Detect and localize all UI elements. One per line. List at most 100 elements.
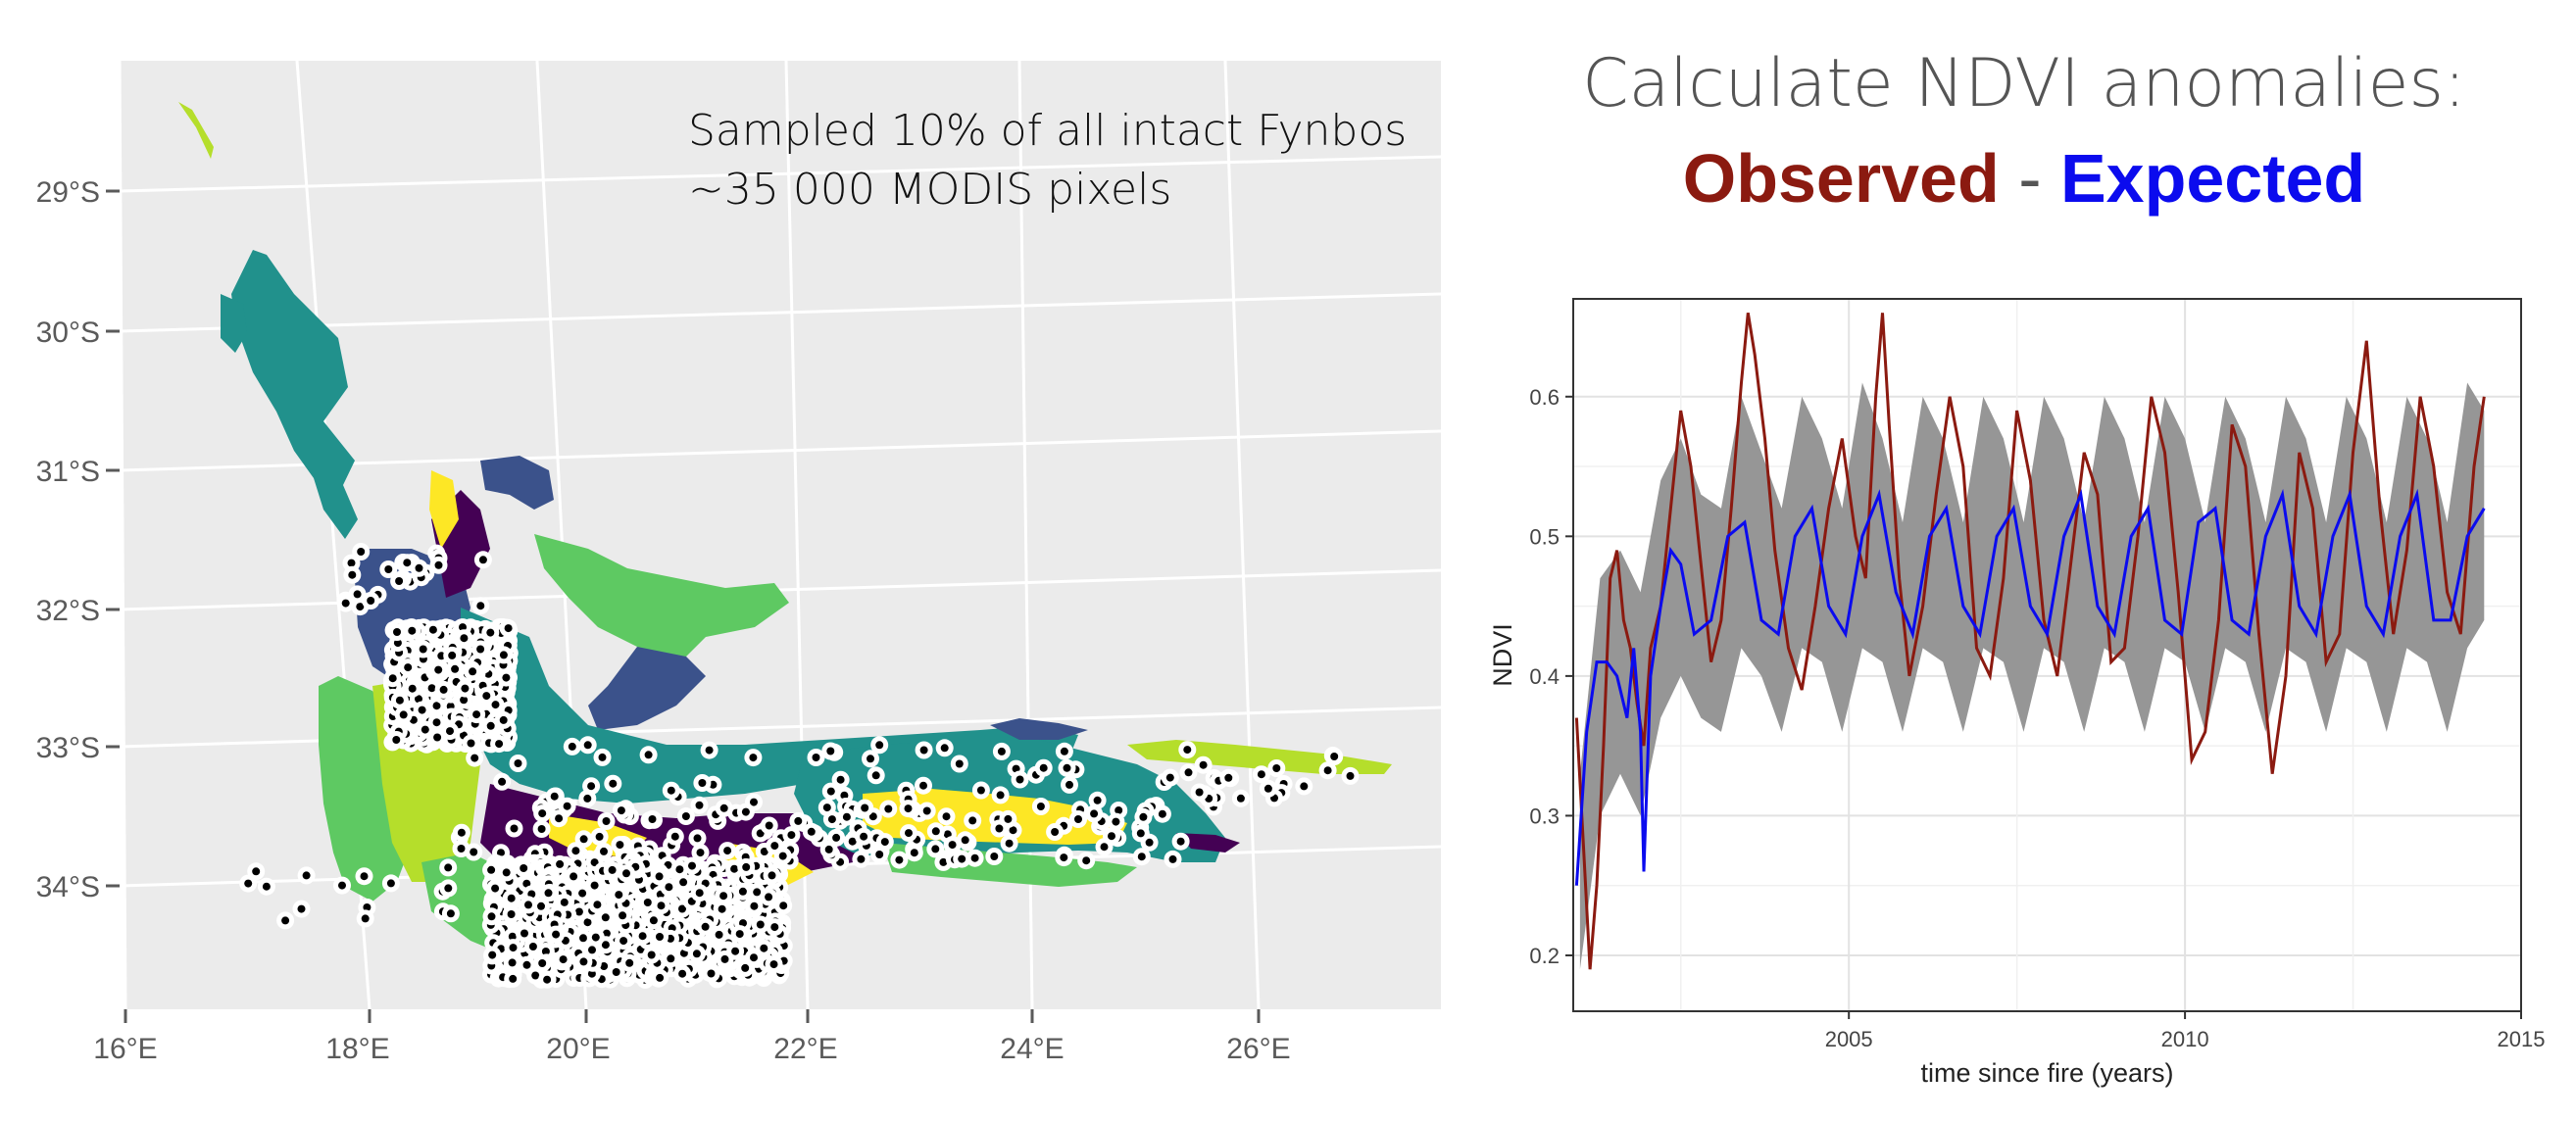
y-tick-label: 0.4 <box>1529 664 1560 689</box>
sample-point <box>916 742 933 759</box>
sample-point <box>867 766 885 784</box>
sample-point <box>1219 769 1237 787</box>
sample-point <box>879 801 897 818</box>
sample-point <box>615 932 632 950</box>
sample-point <box>752 916 769 934</box>
sample-point <box>1295 777 1313 795</box>
sample-point <box>992 786 1010 804</box>
sample-point <box>588 896 606 913</box>
sample-point <box>357 909 374 927</box>
sample-point <box>404 680 421 698</box>
sample-point <box>985 848 1003 865</box>
sample-point <box>337 595 355 612</box>
sample-point <box>926 840 944 857</box>
sample-point <box>493 773 511 791</box>
sample-point <box>442 904 460 922</box>
sample-point <box>1134 808 1152 826</box>
y-tick-label: 0.3 <box>1529 804 1560 828</box>
sample-point <box>533 804 551 822</box>
fynbos-sample-map: 29°S 30°S 31°S 32°S 33°S 34°S 16°E 18°E … <box>0 0 1470 1117</box>
sample-point <box>453 840 471 857</box>
sample-point <box>1267 759 1285 777</box>
sample-point <box>964 811 981 829</box>
x-tick-label: 2015 <box>2498 1027 2546 1051</box>
sample-point <box>1056 743 1073 760</box>
sample-point <box>900 824 917 842</box>
sample-point <box>486 880 504 898</box>
sample-point <box>993 743 1011 760</box>
sample-point <box>1046 823 1064 841</box>
sample-point <box>474 551 492 568</box>
x-tick-label: 18°E <box>325 1033 389 1065</box>
sample-point <box>620 954 638 972</box>
x-tick-label: 22°E <box>773 1033 837 1065</box>
sample-point <box>538 971 556 989</box>
title-separator: - <box>2018 140 2041 217</box>
sample-point <box>818 799 836 816</box>
y-tick-label: 0.5 <box>1529 524 1560 549</box>
sample-point <box>477 687 495 705</box>
sample-point <box>915 777 932 795</box>
title-line-1: Calculate NDVI anomalies: <box>1500 39 2549 129</box>
sample-point <box>435 681 453 699</box>
sample-point <box>938 807 956 825</box>
sample-point <box>559 798 576 815</box>
sample-point <box>1260 780 1277 798</box>
sample-point <box>1085 804 1103 822</box>
sample-point <box>468 706 485 723</box>
map-y-axis: 29°S 30°S 31°S 32°S 33°S 34°S <box>36 176 120 903</box>
ndvi-y-axis: 0.20.30.40.50.6 <box>1529 385 1573 968</box>
sample-point <box>500 619 518 637</box>
sample-point <box>547 926 565 944</box>
sample-point <box>533 820 551 838</box>
sample-point <box>1133 848 1151 865</box>
sample-point <box>555 950 572 968</box>
sample-point <box>640 746 658 763</box>
sample-point <box>498 863 516 881</box>
y-tick-label: 31°S <box>36 456 100 488</box>
sample-point <box>483 907 501 925</box>
title-expected: Expected <box>2060 140 2365 217</box>
sample-point <box>1069 810 1087 828</box>
sample-point <box>604 775 621 793</box>
sample-point <box>927 822 945 840</box>
sample-point <box>918 803 936 820</box>
sample-point <box>293 901 311 918</box>
sample-point <box>1059 759 1076 777</box>
x-tick-label: 20°E <box>546 1033 610 1065</box>
sample-point <box>832 771 850 789</box>
sample-point <box>1191 784 1209 802</box>
sample-point <box>551 855 569 873</box>
sample-point <box>651 969 669 987</box>
sample-point <box>395 706 413 723</box>
sample-point <box>587 929 605 947</box>
sample-point <box>1035 759 1053 777</box>
sample-point <box>495 646 513 663</box>
sample-point <box>644 810 662 828</box>
sample-point <box>693 774 711 792</box>
sample-point <box>503 905 520 923</box>
sample-point <box>490 735 508 753</box>
sample-point <box>876 833 894 851</box>
sample-point <box>362 592 379 609</box>
x-tick-label: 26°E <box>1226 1033 1290 1065</box>
sample-point <box>1325 748 1343 765</box>
sample-point <box>506 820 523 838</box>
anomaly-title: Calculate NDVI anomalies: Observed - Exp… <box>1500 39 2549 265</box>
sample-point <box>1132 824 1150 842</box>
y-tick-label: 29°S <box>36 176 100 209</box>
sample-point <box>766 955 783 973</box>
sample-point <box>634 927 652 945</box>
sample-point <box>717 950 734 968</box>
sample-point <box>1162 769 1179 787</box>
sample-point <box>966 850 984 867</box>
title-line-2: Observed - Expected <box>1500 129 2549 227</box>
sample-point <box>382 874 400 892</box>
sample-point <box>691 884 709 902</box>
sample-point <box>578 790 596 807</box>
sample-point <box>856 800 873 817</box>
sample-point <box>651 867 669 885</box>
sample-point <box>519 956 536 974</box>
sample-point <box>1342 767 1360 785</box>
